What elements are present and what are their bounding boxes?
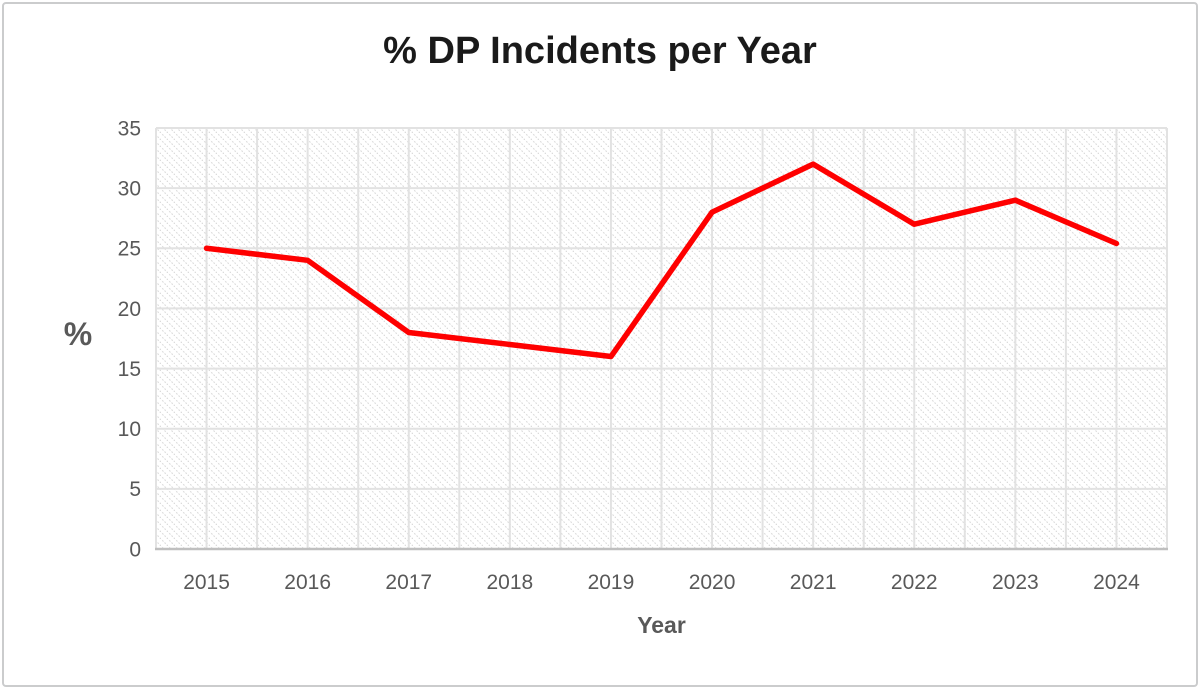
y-tick-label: 0 <box>129 538 141 561</box>
x-category-label: 2017 <box>385 571 432 594</box>
x-category-labels: 2015 2016 2017 2018 2019 2020 2021 2022 2023 2024 <box>183 571 1140 594</box>
x-category-label: 2020 <box>689 571 736 594</box>
y-tick-label: 20 <box>118 298 141 321</box>
x-category-label: 2019 <box>588 571 635 594</box>
x-category-label: 2022 <box>891 571 938 594</box>
x-category-label: 2023 <box>992 571 1039 594</box>
x-category-label: 2024 <box>1093 571 1140 594</box>
y-tick-labels: 0 5 10 15 20 25 30 35 <box>118 117 141 561</box>
x-category-label: 2018 <box>486 571 533 594</box>
y-tick-label: 5 <box>129 478 141 501</box>
y-tick-label: 35 <box>118 117 141 140</box>
x-category-label: 2016 <box>284 571 331 594</box>
x-axis-title: Year <box>637 612 686 638</box>
y-tick-label: 25 <box>118 238 141 261</box>
x-category-label: 2021 <box>790 571 837 594</box>
y-axis-title: % <box>63 316 93 352</box>
y-tick-label: 10 <box>118 418 141 441</box>
vertical-gridlines <box>155 128 1168 549</box>
y-tick-label: 15 <box>118 358 141 381</box>
data-line <box>203 161 1120 360</box>
y-tick-label: 30 <box>118 177 141 200</box>
horizontal-gridlines <box>156 127 1167 490</box>
x-category-label: 2015 <box>183 571 230 594</box>
chart-title: % DP Incidents per Year <box>383 30 817 72</box>
